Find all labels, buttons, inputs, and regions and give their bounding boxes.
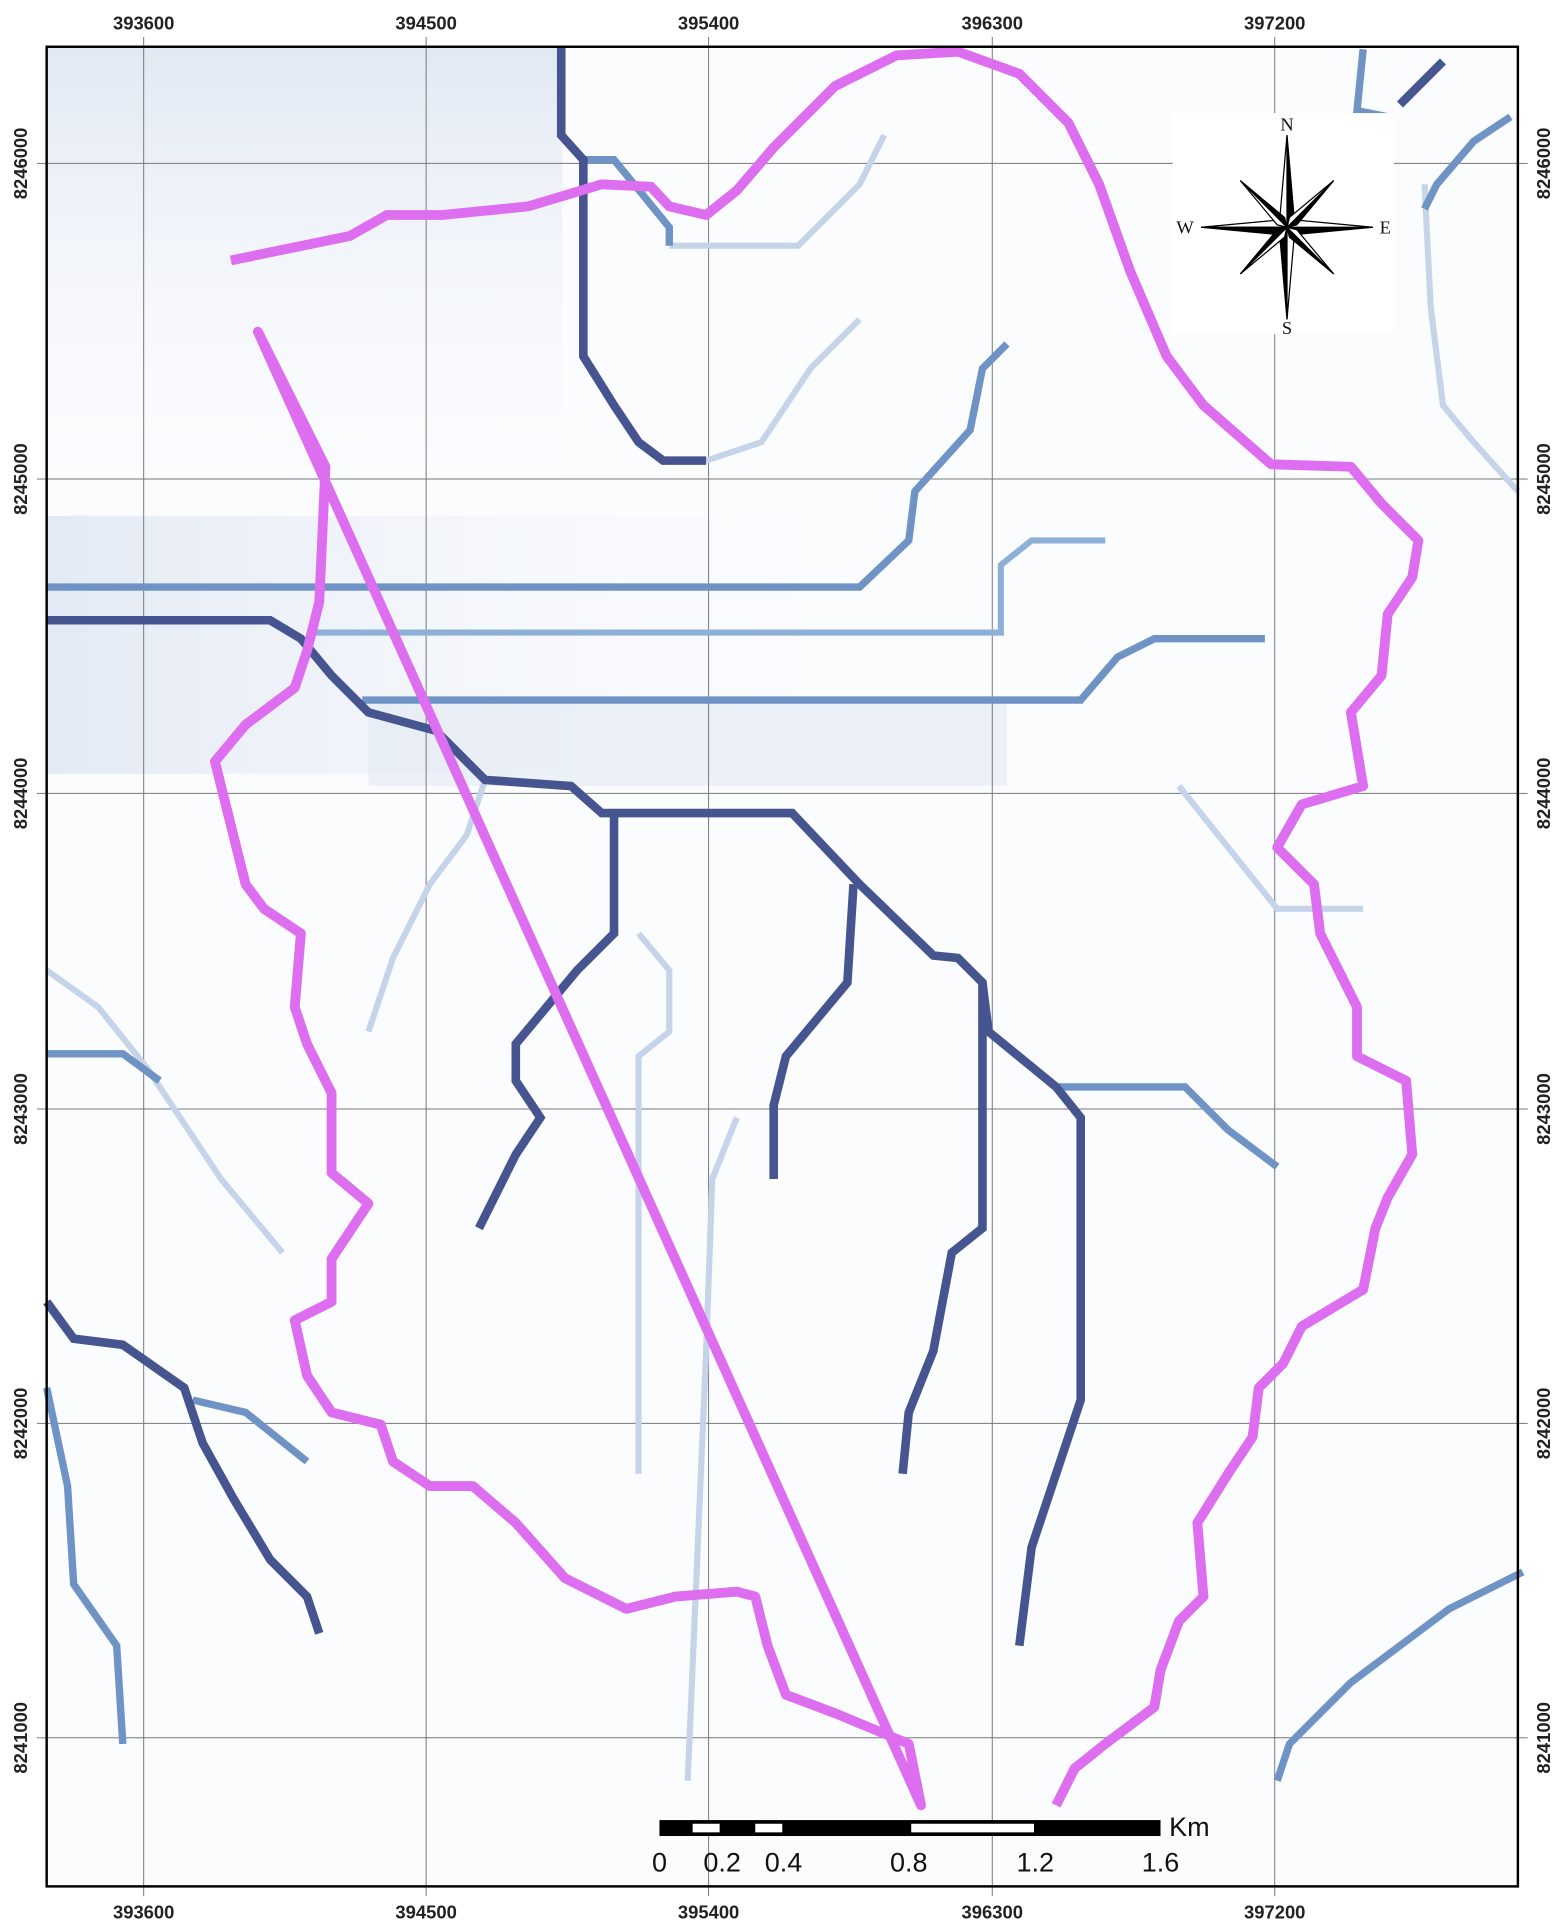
compass-north: N <box>1280 114 1293 134</box>
x-coord-label: 395400 <box>678 1901 739 1922</box>
x-coord-label: 394500 <box>395 1901 456 1922</box>
x-coord-label: 397200 <box>1244 13 1305 34</box>
scale-bar-segment <box>911 1823 1035 1833</box>
stream-medium <box>191 1396 310 1465</box>
watershed-boundary <box>209 46 1424 1811</box>
stream-main <box>43 1299 324 1635</box>
stream-minor <box>1421 184 1521 494</box>
x-coord-label: 395400 <box>678 13 739 34</box>
y-coord-label: 8244000 <box>10 758 31 830</box>
y-coord-label: 8245000 <box>10 443 31 515</box>
x-coord-label: 396300 <box>962 1901 1023 1922</box>
scale-unit: Km <box>1169 1812 1210 1842</box>
compass-west: W <box>1176 217 1194 237</box>
stream-medium <box>46 341 1010 591</box>
stream-medium <box>1421 113 1513 211</box>
stream-main <box>475 813 619 1231</box>
x-coord-label: 393600 <box>113 1901 174 1922</box>
stream-medium <box>46 1050 162 1084</box>
scale-bar-frame <box>659 1820 1161 1837</box>
stream-medium <box>583 156 673 246</box>
scale-label: 0 <box>652 1848 667 1878</box>
stream-medium <box>362 634 1265 704</box>
x-coord-label: 393600 <box>113 13 174 34</box>
y-coord-label: 8246000 <box>10 128 31 200</box>
x-coord-label: 397200 <box>1244 1901 1305 1922</box>
stream-minor <box>669 133 887 249</box>
stream-minor <box>635 931 673 1474</box>
stream-minor <box>705 317 862 464</box>
stream-main <box>898 982 987 1475</box>
compass-east: E <box>1380 217 1391 237</box>
y-coord-label: 8245000 <box>1533 443 1554 515</box>
stream-main <box>769 884 858 1180</box>
stream-medium <box>1273 1568 1525 1782</box>
y-coord-label: 8246000 <box>1533 128 1554 200</box>
scale-label: 0.2 <box>703 1848 741 1878</box>
y-coord-label: 8241000 <box>10 1702 31 1774</box>
scale-bar: Km 0 0.2 0.4 0.8 1.2 1.6 <box>652 1812 1210 1878</box>
stream-medium <box>43 1387 127 1745</box>
streams <box>43 46 1525 1782</box>
stream-main <box>46 615 1085 1647</box>
y-coord-label: 8243000 <box>10 1073 31 1145</box>
y-coord-label: 8242000 <box>10 1388 31 1460</box>
scale-label: 0.8 <box>890 1848 928 1878</box>
compass-rose: N S W E <box>1172 113 1394 338</box>
stream-medium <box>1056 1083 1280 1170</box>
compass-south: S <box>1282 318 1292 338</box>
stream-minor <box>684 1116 740 1781</box>
stream-medium <box>307 537 1106 636</box>
scale-label: 0.4 <box>765 1848 803 1878</box>
stream-main <box>556 46 707 465</box>
y-coord-label: 8241000 <box>1533 1702 1554 1774</box>
terrain-shade <box>46 46 563 588</box>
scale-bar-segment <box>692 1823 720 1833</box>
y-coord-label: 8244000 <box>1533 758 1554 830</box>
scale-label: 1.6 <box>1142 1848 1180 1878</box>
scale-label: 1.2 <box>1016 1848 1054 1878</box>
stream-main <box>1396 58 1447 108</box>
terrain-shade <box>368 700 1008 787</box>
y-coord-label: 8243000 <box>1533 1073 1554 1145</box>
x-coord-label: 394500 <box>395 13 456 34</box>
y-coord-label: 8242000 <box>1533 1388 1554 1460</box>
scale-bar-segment <box>755 1823 783 1833</box>
x-coord-label: 396300 <box>962 13 1023 34</box>
map-frame <box>45 45 1520 1888</box>
